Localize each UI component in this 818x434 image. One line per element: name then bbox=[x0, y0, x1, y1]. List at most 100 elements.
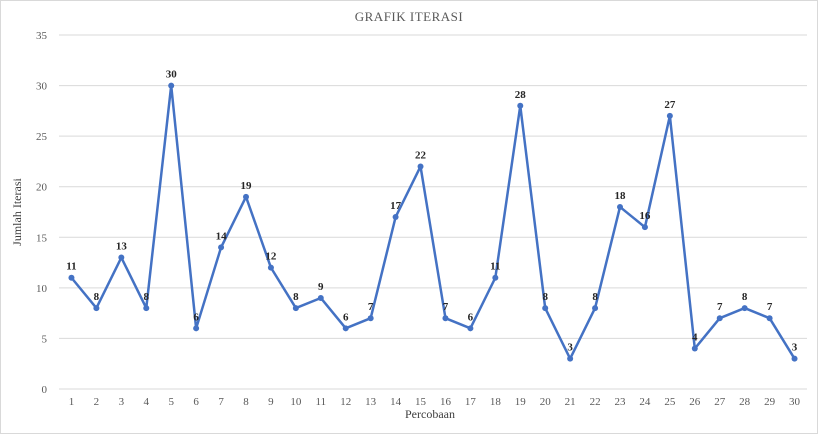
x-tick-label: 2 bbox=[94, 396, 100, 408]
data-point bbox=[791, 355, 798, 362]
data-label: 8 bbox=[742, 291, 748, 303]
x-tick-label: 15 bbox=[415, 396, 427, 408]
data-point bbox=[567, 355, 574, 362]
data-point bbox=[716, 315, 723, 322]
x-tick-label: 12 bbox=[340, 396, 351, 408]
x-tick-label: 21 bbox=[565, 396, 576, 408]
data-point bbox=[143, 305, 150, 312]
data-point bbox=[292, 305, 299, 312]
y-tick-label: 20 bbox=[36, 182, 48, 194]
data-point bbox=[392, 214, 399, 221]
series-layer bbox=[68, 82, 798, 362]
y-tick-label: 25 bbox=[36, 131, 48, 143]
data-label: 7 bbox=[767, 301, 773, 313]
x-tick-label: 30 bbox=[789, 396, 801, 408]
data-point bbox=[766, 315, 773, 322]
chart-title: GRAFIK ITERASI bbox=[355, 9, 463, 24]
data-labels: 11 8 13 8 30 6 14 19 12 8 9 6 7 17 22 7 6 11 28 8 3 8 18 16 27 4 7… bbox=[66, 69, 798, 354]
x-tick-label: 22 bbox=[590, 396, 601, 408]
data-point bbox=[218, 244, 225, 251]
data-label: 16 bbox=[639, 210, 651, 222]
data-point bbox=[442, 315, 449, 322]
data-point bbox=[417, 163, 424, 170]
data-label: 7 bbox=[717, 301, 723, 313]
data-point bbox=[267, 264, 274, 271]
data-point bbox=[666, 112, 673, 119]
x-axis-ticks: 1 2 3 4 5 6 7 8 9 10 11 12 13 14 15 16 17 18 19 20 21 22 23 24 2… bbox=[69, 396, 801, 408]
data-point bbox=[592, 305, 599, 312]
x-tick-label: 19 bbox=[515, 396, 527, 408]
data-label: 30 bbox=[166, 69, 178, 81]
x-tick-label: 28 bbox=[739, 396, 751, 408]
data-point bbox=[367, 315, 374, 322]
data-label: 14 bbox=[216, 230, 228, 242]
x-tick-label: 23 bbox=[615, 396, 627, 408]
data-label: 22 bbox=[415, 149, 427, 161]
data-label: 8 bbox=[592, 291, 598, 303]
data-point bbox=[691, 345, 698, 352]
x-tick-label: 4 bbox=[144, 396, 150, 408]
data-label: 4 bbox=[692, 332, 698, 344]
data-point bbox=[492, 274, 499, 281]
data-label: 6 bbox=[193, 311, 199, 323]
x-tick-label: 27 bbox=[714, 396, 726, 408]
x-tick-label: 11 bbox=[316, 396, 327, 408]
x-tick-label: 5 bbox=[168, 396, 174, 408]
x-axis-label: Percobaan bbox=[405, 407, 455, 421]
x-tick-label: 10 bbox=[290, 396, 302, 408]
x-tick-label: 25 bbox=[664, 396, 676, 408]
data-point bbox=[617, 203, 623, 210]
x-tick-label: 13 bbox=[365, 396, 377, 408]
y-tick-label: 0 bbox=[42, 384, 48, 396]
data-label: 18 bbox=[615, 190, 627, 202]
data-label: 6 bbox=[468, 311, 474, 323]
data-point bbox=[243, 193, 249, 200]
data-label: 8 bbox=[542, 291, 548, 303]
data-point bbox=[118, 254, 125, 261]
x-tick-label: 29 bbox=[764, 396, 776, 408]
x-tick-label: 26 bbox=[689, 396, 701, 408]
data-point bbox=[317, 294, 324, 301]
x-tick-label: 24 bbox=[639, 396, 651, 408]
data-label: 11 bbox=[490, 261, 500, 273]
data-label: 28 bbox=[515, 89, 527, 101]
data-label: 17 bbox=[390, 200, 402, 212]
y-axis-ticks: 0 5 10 15 20 25 30 35 bbox=[36, 30, 48, 396]
data-label: 27 bbox=[664, 99, 676, 111]
x-tick-label: 14 bbox=[390, 396, 402, 408]
data-label: 12 bbox=[265, 251, 277, 263]
series-line bbox=[70, 84, 796, 360]
x-tick-label: 1 bbox=[69, 396, 75, 408]
y-axis-label: Jumlah Iterasi bbox=[10, 178, 24, 246]
x-tick-label: 7 bbox=[218, 396, 224, 408]
data-point bbox=[542, 305, 549, 312]
data-point bbox=[93, 305, 100, 312]
x-tick-label: 16 bbox=[440, 396, 452, 408]
x-tick-label: 6 bbox=[193, 396, 199, 408]
gridlines bbox=[59, 34, 807, 390]
data-point bbox=[342, 325, 349, 332]
y-tick-label: 35 bbox=[36, 30, 48, 42]
data-label: 8 bbox=[94, 291, 100, 303]
data-point bbox=[467, 325, 474, 332]
data-point bbox=[641, 224, 648, 231]
data-point bbox=[517, 102, 524, 109]
x-tick-label: 8 bbox=[243, 396, 249, 408]
x-tick-label: 17 bbox=[465, 396, 477, 408]
data-label: 8 bbox=[144, 291, 150, 303]
y-tick-label: 15 bbox=[36, 232, 48, 244]
data-label: 7 bbox=[368, 301, 374, 313]
data-point bbox=[193, 325, 200, 332]
data-label: 11 bbox=[66, 261, 76, 273]
x-tick-label: 3 bbox=[119, 396, 125, 408]
data-point bbox=[168, 82, 175, 89]
data-label: 3 bbox=[792, 342, 798, 354]
data-label: 6 bbox=[343, 311, 349, 323]
y-tick-label: 5 bbox=[42, 333, 48, 345]
y-tick-label: 30 bbox=[36, 81, 48, 93]
data-point bbox=[741, 305, 748, 312]
data-label: 13 bbox=[116, 241, 128, 253]
data-label: 7 bbox=[443, 301, 449, 313]
